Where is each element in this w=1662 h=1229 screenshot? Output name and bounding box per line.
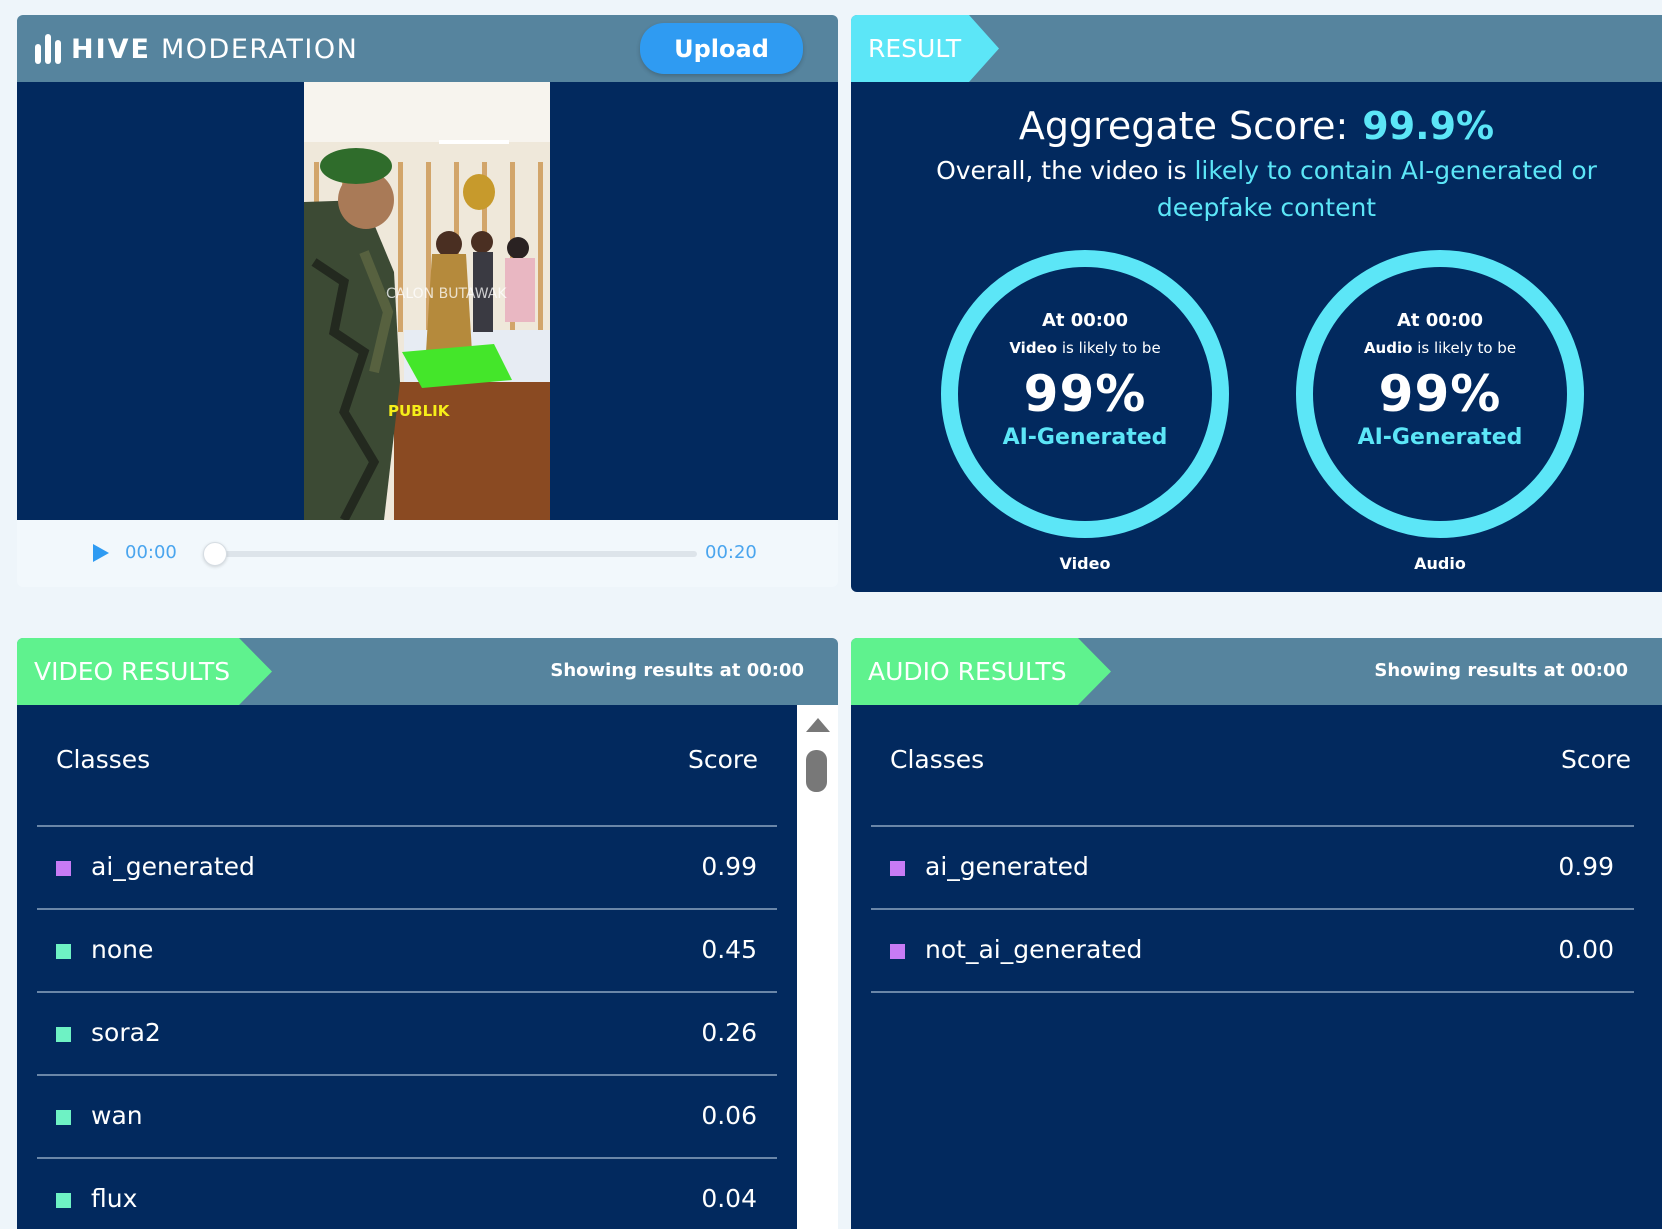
table-row: none 0.45: [37, 908, 777, 991]
video-overlay-badge: PUBLIK: [388, 402, 451, 420]
aggregate-label: Aggregate Score:: [1018, 104, 1349, 148]
table-row: wan 0.06: [37, 1074, 777, 1157]
class-name: none: [91, 935, 154, 964]
aggregate-score: Aggregate Score: 99.9%: [851, 104, 1662, 148]
table-header: Classes Score: [851, 705, 1662, 825]
classes-column-header: Classes: [56, 745, 151, 774]
result-panel: RESULT Aggregate Score: 99.9% Overall, th…: [851, 15, 1662, 592]
gauge-subject: Audio: [1363, 339, 1413, 357]
class-color-swatch: [56, 944, 71, 959]
gauge-percent: 99%: [1023, 365, 1147, 423]
results-scrollbar[interactable]: [797, 705, 838, 1229]
video-player[interactable]: CALON BUTAWAK PUBLIK: [17, 82, 838, 520]
scroll-thumb[interactable]: [806, 750, 827, 792]
video-thumbnail: CALON BUTAWAK PUBLIK: [304, 82, 550, 520]
video-results-timestamp: Showing results at 00:00: [550, 660, 804, 681]
class-score: 0.99: [701, 852, 757, 881]
summary-prefix: Overall, the video is: [936, 156, 1187, 185]
class-name: ai_generated: [925, 852, 1089, 881]
table-row: ai_generated 0.99: [871, 825, 1634, 908]
class-name: ai_generated: [91, 852, 255, 881]
uploader-header: HIVE MODERATION Upload: [17, 15, 838, 82]
class-name: sora2: [91, 1018, 161, 1047]
table-row-divider: [871, 991, 1634, 1001]
player-controls: 00:00 00:20: [17, 520, 838, 587]
duration-time: 00:20: [705, 542, 757, 563]
seek-bar[interactable]: [213, 551, 697, 557]
class-name: wan: [91, 1101, 143, 1130]
seek-handle[interactable]: [203, 542, 227, 566]
upload-button[interactable]: Upload: [640, 23, 803, 74]
scroll-up-arrow-icon[interactable]: [806, 718, 830, 732]
table-row: flux 0.04: [37, 1157, 777, 1229]
class-score: 0.26: [701, 1018, 757, 1047]
video-results-table: Classes Score ai_generated 0.99 none 0.4…: [17, 705, 797, 1229]
audio-results-header: AUDIO RESULTS Showing results at 00:00: [851, 638, 1662, 705]
table-row: sora2 0.26: [37, 991, 777, 1074]
gauge-class: AI-Generated: [1357, 425, 1523, 450]
gauge-timestamp: At 00:00: [1041, 310, 1129, 331]
gauge-class: AI-Generated: [1002, 425, 1168, 450]
class-color-swatch: [56, 861, 71, 876]
video-score-gauge: At 00:00 Video is likely to be 99% AI-Ge…: [941, 250, 1229, 538]
class-score: 0.99: [1558, 852, 1614, 881]
play-icon[interactable]: [93, 544, 109, 562]
result-header: RESULT: [851, 15, 1662, 82]
result-body: Aggregate Score: 99.9% Overall, the video…: [851, 82, 1662, 592]
aggregate-value: 99.9%: [1362, 104, 1495, 148]
gauge-timestamp: At 00:00: [1396, 310, 1484, 331]
class-score: 0.04: [701, 1184, 757, 1213]
class-name: flux: [91, 1184, 138, 1213]
audio-results-table: Classes Score ai_generated 0.99 not_ai_g…: [851, 705, 1662, 1229]
hive-logo-icon: [35, 34, 61, 64]
video-frame: CALON BUTAWAK PUBLIK: [304, 82, 550, 520]
class-color-swatch: [890, 944, 905, 959]
hive-logo: HIVE MODERATION: [35, 31, 358, 67]
score-column-header: Score: [1560, 745, 1631, 774]
class-score: 0.00: [1558, 935, 1614, 964]
class-name: not_ai_generated: [925, 935, 1143, 964]
result-tag: RESULT: [851, 15, 999, 82]
audio-results-tag: AUDIO RESULTS: [851, 638, 1111, 705]
video-results-header: VIDEO RESULTS Showing results at 00:00: [17, 638, 838, 705]
audio-score-gauge: At 00:00 Audio is likely to be 99% AI-Ge…: [1296, 250, 1584, 538]
gauge-percent: 99%: [1378, 365, 1502, 423]
video-overlay-caption: CALON BUTAWAK: [386, 286, 507, 302]
score-column-header: Score: [687, 745, 758, 774]
classes-column-header: Classes: [890, 745, 985, 774]
audio-results-timestamp: Showing results at 00:00: [1374, 660, 1628, 681]
audio-results-panel: AUDIO RESULTS Showing results at 00:00 C…: [851, 638, 1662, 1229]
class-color-swatch: [56, 1110, 71, 1125]
video-results-tag: VIDEO RESULTS: [17, 638, 272, 705]
brand-subtitle: MODERATION: [160, 33, 359, 65]
class-color-swatch: [56, 1027, 71, 1042]
table-header: Classes Score: [17, 705, 797, 825]
gauge-likely-text: is likely to be: [1061, 339, 1161, 357]
table-row: not_ai_generated 0.00: [871, 908, 1634, 991]
video-upload-panel: HIVE MODERATION Upload: [17, 15, 838, 587]
current-time: 00:00: [125, 542, 177, 563]
summary-verdict: likely to contain AI-generated or deepfa…: [1156, 156, 1597, 222]
gauge-caption-video: Video: [1059, 554, 1111, 573]
video-results-panel: VIDEO RESULTS Showing results at 00:00 C…: [17, 638, 838, 1229]
gauge-caption-audio: Audio: [1414, 554, 1466, 573]
table-row: ai_generated 0.99: [37, 825, 777, 908]
gauge-likely-text: is likely to be: [1417, 339, 1517, 357]
result-summary: Overall, the video is likely to contain …: [881, 152, 1652, 226]
class-score: 0.45: [701, 935, 757, 964]
class-color-swatch: [56, 1193, 71, 1208]
class-color-swatch: [890, 861, 905, 876]
class-score: 0.06: [701, 1101, 757, 1130]
gauge-subject: Video: [1009, 339, 1058, 357]
brand-name: HIVE: [71, 33, 151, 65]
